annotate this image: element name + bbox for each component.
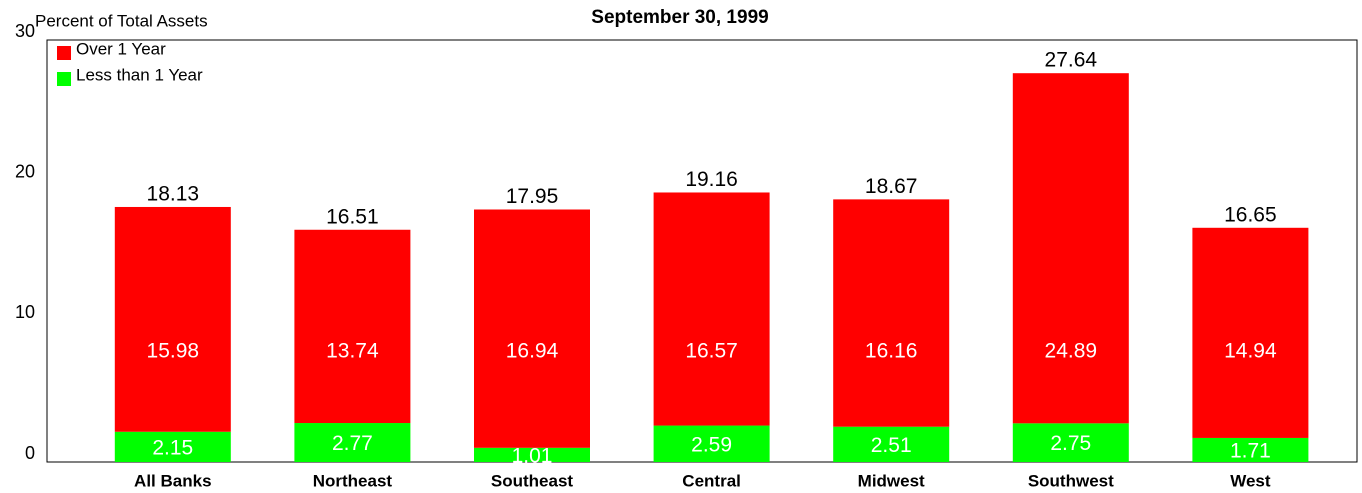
bar-segment — [833, 199, 950, 427]
bar-segment — [114, 431, 231, 462]
x-tick-label: Southwest — [1028, 471, 1114, 490]
y-tick-label: 20 — [15, 161, 35, 181]
total-label: 18.67 — [865, 175, 918, 198]
segment-label: 1.01 — [512, 444, 553, 467]
segment-label: 16.16 — [865, 340, 918, 363]
bar-segment — [1012, 423, 1129, 462]
segment-label: 1.71 — [1230, 440, 1271, 463]
total-label: 18.13 — [147, 183, 200, 206]
legend-swatch — [57, 72, 71, 86]
y-axis-label: Percent of Total Assets — [35, 11, 208, 30]
x-tick-label: Northeast — [313, 471, 393, 490]
total-label: 27.64 — [1045, 49, 1098, 72]
legend-label: Less than 1 Year — [76, 65, 203, 84]
segment-label: 2.75 — [1050, 432, 1091, 455]
x-tick-label: West — [1230, 471, 1271, 490]
segment-label: 16.57 — [685, 340, 738, 363]
bar-segment — [833, 426, 950, 462]
segment-label: 2.15 — [152, 436, 193, 459]
bar-segment — [294, 423, 411, 462]
y-tick-label: 30 — [15, 21, 35, 41]
total-label: 17.95 — [506, 185, 559, 208]
legend-swatch — [57, 46, 71, 60]
x-tick-label: Southeast — [491, 471, 574, 490]
segment-label: 24.89 — [1045, 340, 1098, 363]
bar-segment — [1192, 227, 1309, 438]
bar-segment — [1192, 437, 1309, 462]
total-label: 16.65 — [1224, 203, 1277, 226]
segment-label: 2.77 — [332, 432, 373, 455]
bar-segment — [653, 192, 770, 426]
bar-segment — [1012, 73, 1129, 424]
chart-subtitle: September 30, 1999 — [591, 7, 768, 28]
bar-segment — [653, 425, 770, 462]
bar-segment — [474, 209, 590, 448]
segment-label: 16.94 — [506, 340, 559, 363]
total-label: 19.16 — [685, 168, 738, 191]
segment-label: 2.59 — [691, 433, 732, 456]
segment-label: 14.94 — [1224, 340, 1277, 363]
x-tick-label: All Banks — [134, 471, 211, 490]
y-tick-label: 0 — [25, 443, 35, 463]
segment-label: 15.98 — [147, 340, 200, 363]
bar-segment — [474, 447, 590, 462]
bar-segment — [294, 229, 411, 424]
total-label: 16.51 — [326, 205, 379, 228]
bar-segment — [114, 206, 231, 432]
x-tick-label: Central — [682, 471, 741, 490]
segment-label: 13.74 — [326, 340, 379, 363]
y-tick-label: 10 — [15, 302, 35, 322]
legend-label: Over 1 Year — [76, 39, 166, 58]
x-tick-label: Midwest — [858, 471, 925, 490]
segment-label: 2.51 — [871, 434, 912, 457]
